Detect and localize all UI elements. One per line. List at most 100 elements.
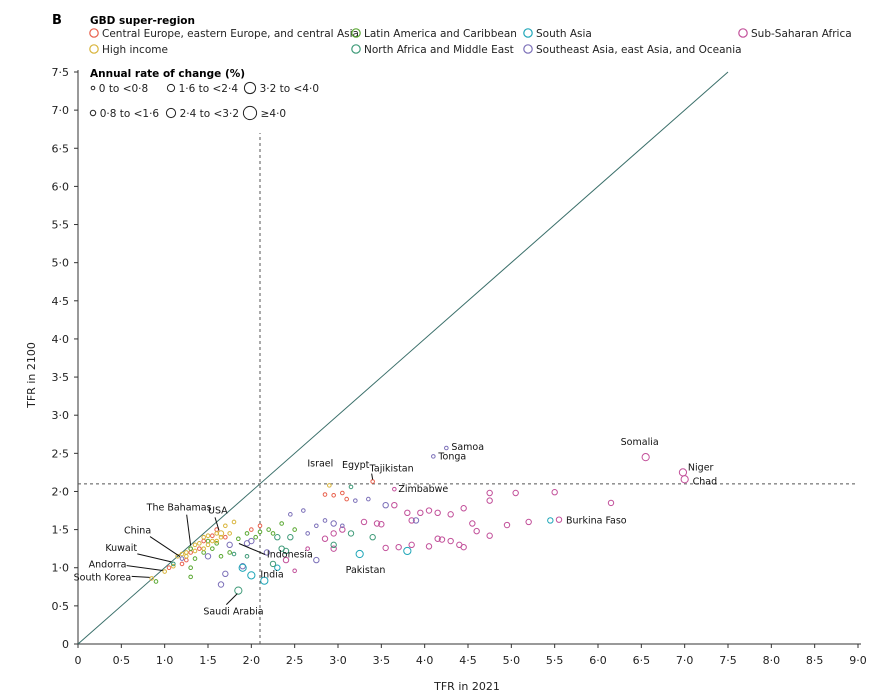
size-legend: 0 to <0·8 1·6 to <2·4 3·2 to <4·0 0·8 to <1… — [89, 81, 319, 121]
x-tick-label: 0·5 — [113, 654, 131, 667]
data-point — [408, 541, 415, 549]
y-tick-label: 2·5 — [52, 447, 70, 460]
country-label: Saudi Arabia — [203, 607, 263, 618]
label-leader-line — [131, 575, 150, 578]
data-point — [434, 535, 441, 542]
data-point — [153, 579, 159, 584]
country-label: China — [124, 526, 151, 537]
diagonal-reference-line — [77, 71, 729, 645]
data-point — [486, 532, 493, 539]
region-legend-label: South Asia — [536, 28, 592, 40]
size-legend-swatch — [165, 107, 177, 119]
region-legend-swatch — [351, 28, 361, 38]
country-label: Samoa — [451, 442, 484, 453]
data-point-labeled — [678, 468, 688, 477]
data-point — [184, 557, 189, 563]
x-tick-label: 2·5 — [286, 654, 304, 667]
data-point — [205, 538, 211, 544]
y-tick-label: 5·5 — [52, 219, 70, 232]
data-point — [369, 534, 376, 541]
country-label: Andorra — [89, 560, 127, 571]
data-point — [266, 527, 271, 532]
data-point — [314, 523, 319, 529]
data-point — [210, 546, 215, 551]
size-legend-label: 0·8 to <1·6 — [100, 108, 160, 120]
size-legend-item: 1·6 to <2·4 — [166, 83, 238, 95]
data-point-labeled — [370, 479, 375, 484]
data-point-labeled — [392, 486, 397, 492]
country-label: Pakistan — [346, 565, 386, 576]
size-legend-label: 0 to <0·8 — [99, 83, 148, 95]
data-point — [179, 551, 185, 557]
region-legend-label: North Africa and Middle East — [364, 44, 514, 56]
data-point — [201, 546, 206, 551]
data-point — [253, 534, 258, 540]
x-tick-label: 4·5 — [459, 654, 477, 667]
x-tick-label: 6·5 — [633, 654, 651, 667]
data-point — [340, 523, 345, 529]
data-point — [201, 538, 206, 544]
label-leader-line — [371, 473, 374, 480]
data-point-labeled — [162, 569, 167, 574]
data-point-labeled — [348, 484, 354, 490]
x-tick-label: 5·5 — [546, 654, 564, 667]
data-point — [274, 564, 281, 571]
data-point — [330, 545, 337, 552]
data-point — [434, 509, 441, 517]
data-point — [447, 511, 454, 518]
x-tick-label: 4·0 — [416, 654, 434, 667]
y-axis-label: TFR in 2100 — [25, 342, 38, 409]
data-point — [288, 512, 293, 517]
data-point — [305, 531, 310, 536]
data-point — [287, 534, 294, 541]
data-point — [231, 551, 237, 557]
data-point — [218, 553, 224, 559]
data-point — [339, 526, 346, 533]
size-legend-label: 2·4 to <3·2 — [180, 108, 239, 120]
data-point — [188, 574, 193, 580]
data-point — [201, 550, 206, 555]
data-point — [244, 531, 250, 536]
data-point — [270, 531, 276, 536]
data-point-labeled — [327, 483, 332, 488]
data-point — [330, 520, 337, 527]
size-legend-swatch — [90, 85, 96, 91]
region-legend-title: GBD super-region — [90, 15, 195, 27]
data-point-labeled — [555, 516, 563, 523]
data-point — [171, 563, 176, 569]
y-tick-label: 3·5 — [52, 371, 70, 384]
x-tick-label: 9·0 — [849, 654, 867, 667]
data-point — [192, 542, 198, 548]
data-point — [347, 530, 355, 537]
data-point — [210, 538, 215, 544]
region-legend-swatch — [738, 28, 748, 38]
data-point — [404, 509, 411, 517]
y-tick-label: 3·0 — [52, 409, 70, 422]
data-point — [547, 517, 554, 524]
data-point — [382, 544, 389, 552]
data-points — [149, 445, 689, 595]
region-legend-swatch — [523, 28, 533, 38]
region-legend-swatch — [89, 28, 99, 38]
axes: 0 0·5 1·0 1·5 2·0 2·5 3·0 3·5 4·0 4·5 5·0 5·5 6·0 6·5… — [52, 66, 867, 667]
data-point — [214, 541, 219, 546]
y-tick-label: 6·0 — [52, 180, 70, 193]
data-point-labeled — [355, 549, 364, 559]
region-legend-label: Central Europe, eastern Europe, and cent… — [102, 28, 359, 40]
y-tick-label: 0 — [62, 638, 69, 651]
y-tick-label: 1·0 — [52, 562, 70, 575]
country-label: Israel — [307, 458, 333, 469]
region-legend-item: South Asia — [523, 28, 592, 40]
data-point-labeled — [444, 445, 449, 451]
size-legend-item: 2·4 to <3·2 — [165, 107, 239, 120]
data-point — [292, 568, 297, 574]
data-point — [322, 518, 328, 523]
data-point-labeled — [171, 561, 176, 567]
data-point — [239, 563, 246, 570]
y-tick-label: 5·0 — [52, 257, 70, 270]
data-point — [438, 536, 446, 543]
data-point — [214, 538, 219, 544]
data-point — [360, 518, 368, 526]
country-label: South Korea — [74, 572, 132, 583]
